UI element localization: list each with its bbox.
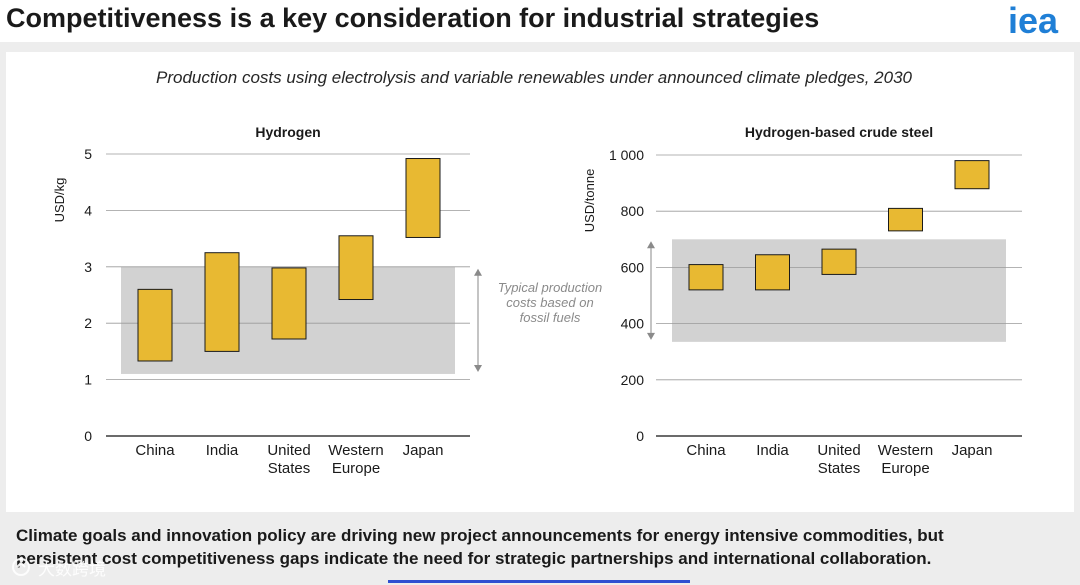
x-tick-label: United (817, 442, 860, 459)
x-tick-label: Japan (952, 442, 993, 459)
x-tick-label: China (135, 442, 175, 459)
header-bar: Competitiveness is a key consideration f… (0, 0, 1080, 42)
bar-1-4 (338, 235, 374, 301)
x-tick-label: Western (878, 442, 934, 459)
band-arrow-head-bottom-2 (647, 332, 655, 340)
y-tick-label: 4 (84, 202, 92, 218)
y-tick-label: 3 (84, 259, 92, 275)
bar-1-3 (271, 267, 307, 340)
y-tick-label: 2 (84, 315, 92, 331)
bar-1-1 (137, 288, 173, 362)
y-tick-label: 0 (84, 428, 92, 444)
x-tick-label: China (686, 442, 726, 459)
bar-1-5 (405, 158, 441, 238)
chart-title-2: Hydrogen-based crude steel (745, 124, 933, 140)
footer-line-2: persistent cost competitiveness gaps ind… (16, 549, 932, 568)
bar-2-3 (821, 248, 857, 275)
y-tick-label: 1 (84, 372, 92, 388)
bar-2-2 (755, 254, 790, 291)
band-annotation-text: fossil fuels (520, 310, 581, 325)
x-tick-label: States (268, 460, 311, 477)
y-axis-label-2: USD/tonne (582, 169, 597, 233)
y-tick-label: 0 (636, 428, 644, 444)
watermark-logo-icon (12, 558, 30, 576)
y-axis-label-1: USD/kg (52, 178, 67, 223)
chart-title-1: Hydrogen (255, 124, 320, 140)
band-arrow-head-top-1 (474, 268, 482, 276)
footer-text: Climate goals and innovation policy are … (16, 524, 1066, 570)
y-tick-label: 400 (621, 316, 645, 332)
x-tick-label: Western (328, 442, 384, 459)
bar-1-2 (204, 252, 240, 352)
bar-2-5 (954, 160, 990, 190)
watermark-text: 大数跨境 (38, 559, 106, 579)
watermark: 大数跨境 (10, 556, 106, 579)
band-arrow-head-top-2 (647, 241, 655, 249)
y-tick-label: 5 (84, 146, 92, 162)
bar-2-4 (888, 207, 923, 232)
bar-2-1 (688, 264, 724, 291)
footer-line-1: Climate goals and innovation policy are … (16, 526, 944, 545)
y-tick-label: 800 (621, 203, 645, 219)
y-tick-label: 1 000 (609, 147, 644, 163)
chart-subtitle: Production costs using electrolysis and … (155, 68, 913, 87)
y-tick-label: 600 (621, 259, 645, 275)
band-arrow-head-bottom-1 (474, 364, 482, 372)
x-tick-label: India (206, 442, 239, 459)
x-tick-label: States (818, 460, 861, 477)
page-title: Competitiveness is a key consideration f… (6, 3, 820, 33)
x-tick-label: India (756, 442, 789, 459)
iea-logo: iea (1008, 2, 1059, 38)
x-tick-label: Europe (332, 460, 380, 477)
y-tick-label: 200 (621, 372, 645, 388)
band-annotation-text: Typical production (498, 280, 603, 295)
x-tick-label: Japan (403, 442, 444, 459)
x-tick-label: United (267, 442, 310, 459)
band-annotation-text: costs based on (506, 295, 593, 310)
x-tick-label: Europe (881, 460, 929, 477)
slide-progress-indicator (388, 580, 690, 583)
iea-logo-text: iea (1008, 2, 1059, 38)
